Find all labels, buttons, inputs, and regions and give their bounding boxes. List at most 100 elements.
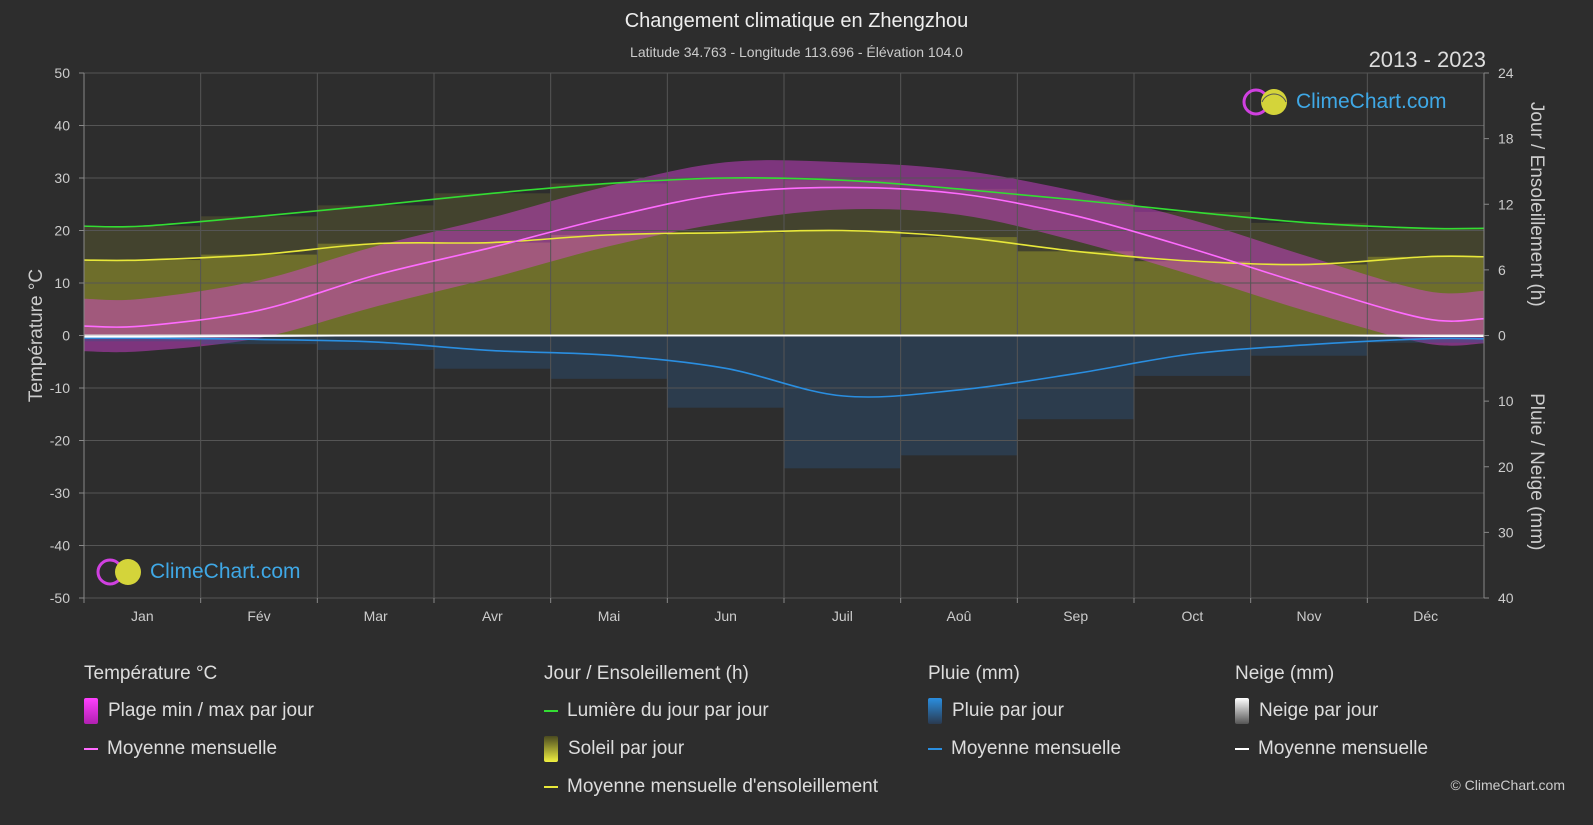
- swatch-rain-mean: [928, 748, 942, 750]
- swatch-temp-range: [84, 698, 98, 724]
- legend-label: Pluie par jour: [952, 700, 1064, 721]
- legend-label: Neige par jour: [1259, 700, 1379, 721]
- tick-label-left: -20: [50, 433, 70, 449]
- daylight-bar: [317, 205, 434, 244]
- rain-bar: [1017, 335, 1134, 420]
- copyright: © ClimeChart.com: [1450, 777, 1565, 793]
- month-label: Mai: [598, 608, 621, 624]
- swatch-snow-mean: [1235, 748, 1249, 750]
- tick-label-right-top: 12: [1498, 196, 1514, 212]
- daylight-bar: [900, 188, 1018, 238]
- legend-title: Jour / Ensoleillement (h): [544, 663, 749, 684]
- swatch-daylight: [544, 710, 558, 712]
- month-label: Sep: [1063, 608, 1088, 624]
- sunshine-bar: [550, 234, 668, 336]
- axis-title-left: Température °C: [26, 269, 47, 402]
- logo-top: ClimeChart.com: [1240, 87, 1447, 117]
- daylight-bar: [1250, 222, 1368, 265]
- legend-item: Moyenne mensuelle d'ensoleillement: [544, 775, 878, 799]
- snow-mean-line: [84, 334, 1484, 338]
- sunshine-bar: [1250, 264, 1368, 336]
- month-label: Déc: [1413, 608, 1438, 624]
- logo-text: ClimeChart.com: [1296, 90, 1447, 113]
- legend-item: Neige par jour: [1235, 698, 1428, 724]
- rain-bar: [1250, 335, 1368, 356]
- swatch-sunshine-mean: [544, 786, 558, 788]
- legend-snow: Neige (mm) Neige par jour Moyenne mensue…: [1235, 663, 1428, 775]
- legend-sun: Jour / Ensoleillement (h) Lumière du jou…: [544, 663, 878, 813]
- month-label: Jun: [714, 608, 737, 624]
- daylight-bar: [84, 226, 201, 261]
- logo-icon: [1242, 88, 1287, 116]
- swatch-snow: [1235, 698, 1249, 724]
- swatch-rain: [928, 698, 942, 724]
- daylight-line: [84, 177, 1484, 230]
- tick-label-left: 40: [54, 118, 70, 134]
- legend-label: Moyenne mensuelle: [1258, 738, 1429, 759]
- legend-title: Neige (mm): [1235, 663, 1335, 684]
- sunshine-bar: [200, 254, 318, 336]
- sunshine-bar: [1367, 256, 1484, 336]
- tick-label-right-top: 18: [1498, 131, 1514, 147]
- tick-label-left: -50: [50, 590, 70, 606]
- tick-label-right-bottom: 30: [1498, 524, 1514, 540]
- legend-item: Lumière du jour par jour: [544, 699, 878, 723]
- tick-label-right-top: 24: [1498, 65, 1514, 81]
- sunshine-bar: [317, 243, 434, 336]
- legend-label: Moyenne mensuelle: [107, 738, 278, 759]
- legend-item: Soleil par jour: [544, 736, 878, 762]
- swatch-sunshine: [544, 736, 558, 762]
- month-label: Fév: [247, 608, 270, 624]
- rain-bar: [900, 335, 1018, 456]
- tick-label-right-bottom: 20: [1498, 459, 1514, 475]
- rain-mean-line: [84, 337, 1484, 398]
- tick-label-left: -30: [50, 485, 70, 501]
- month-label: Juil: [832, 608, 853, 624]
- legend-title: Température °C: [84, 663, 218, 684]
- rain-bar: [1134, 335, 1251, 376]
- chart-subtitle: Latitude 34.763 - Longitude 113.696 - Él…: [630, 44, 963, 60]
- tick-label-right-bottom: 10: [1498, 393, 1514, 409]
- sunshine-bar: [434, 242, 551, 336]
- daylight-bar: [434, 193, 551, 243]
- swatch-temp-mean: [84, 748, 98, 750]
- tick-label-right-top: 6: [1498, 262, 1506, 278]
- tick-label-left: 50: [54, 65, 70, 81]
- axis-title-right-top: Jour / Ensoleillement (h): [1526, 102, 1547, 307]
- axis-title-right-bottom: Pluie / Neige (mm): [1526, 393, 1547, 550]
- tick-label-left: -40: [50, 538, 70, 554]
- legend-title: Pluie (mm): [928, 663, 1020, 684]
- legend-rain: Pluie (mm) Pluie par jour Moyenne mensue…: [928, 663, 1121, 775]
- tick-label-right-bottom: 40: [1498, 590, 1514, 606]
- year-range: 2013 - 2023: [1368, 47, 1486, 72]
- rain-bar: [784, 335, 901, 469]
- sunshine-bar: [900, 237, 1018, 336]
- month-label: Aoû: [947, 608, 972, 624]
- legend-label: Lumière du jour par jour: [567, 700, 769, 721]
- chart-title: Changement climatique en Zhengzhou: [624, 10, 969, 32]
- daylight-bar: [667, 178, 784, 233]
- daylight-bar: [1367, 228, 1484, 257]
- legend-label: Moyenne mensuelle d'ensoleillement: [567, 776, 878, 797]
- daylight-bar: [200, 216, 318, 255]
- sunshine-bar: [1017, 251, 1134, 336]
- logo-text: ClimeChart.com: [150, 560, 301, 583]
- month-label: Nov: [1297, 608, 1322, 624]
- tick-label-left: 10: [54, 275, 70, 291]
- month-label: Jan: [131, 608, 154, 624]
- tick-label-left: 30: [54, 170, 70, 186]
- logo-bottom: ClimeChart.com: [94, 557, 301, 587]
- tick-label-left: -10: [50, 380, 70, 396]
- legend-item: Moyenne mensuelle: [928, 737, 1121, 761]
- legend-label: Plage min / max par jour: [108, 700, 314, 721]
- legend-item: Plage min / max par jour: [84, 698, 314, 724]
- legend-label: Soleil par jour: [568, 738, 685, 759]
- sunshine-mean-line: [84, 229, 1484, 266]
- month-label: Mar: [364, 608, 388, 624]
- legend-item: Moyenne mensuelle: [1235, 737, 1428, 761]
- sunshine-bar: [1134, 261, 1251, 336]
- tick-label-left: 20: [54, 223, 70, 239]
- legend-item: Moyenne mensuelle: [84, 737, 314, 761]
- legend-temperature: Température °C Plage min / max par jour …: [84, 663, 314, 775]
